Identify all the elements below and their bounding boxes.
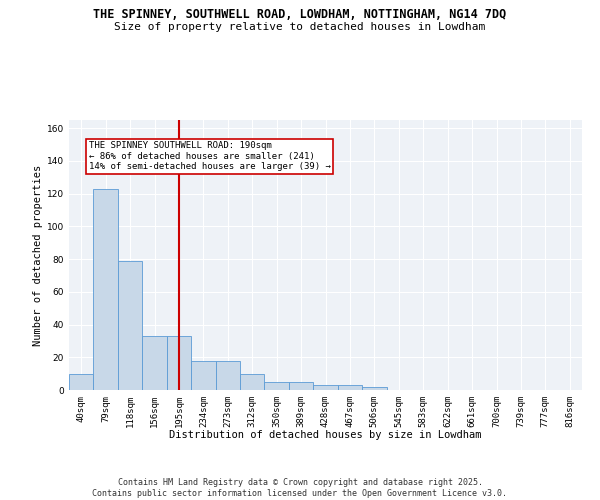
Bar [191, 360, 215, 390]
Bar [362, 386, 386, 390]
Y-axis label: Number of detached properties: Number of detached properties [33, 164, 43, 346]
Bar [142, 336, 167, 390]
Bar [215, 360, 240, 390]
Bar [338, 385, 362, 390]
Bar [313, 385, 338, 390]
X-axis label: Distribution of detached houses by size in Lowdham: Distribution of detached houses by size … [169, 430, 482, 440]
Bar [118, 260, 142, 390]
Bar [167, 336, 191, 390]
Bar [265, 382, 289, 390]
Text: THE SPINNEY SOUTHWELL ROAD: 190sqm
← 86% of detached houses are smaller (241)
14: THE SPINNEY SOUTHWELL ROAD: 190sqm ← 86%… [89, 142, 331, 171]
Text: Contains HM Land Registry data © Crown copyright and database right 2025.
Contai: Contains HM Land Registry data © Crown c… [92, 478, 508, 498]
Bar [240, 374, 265, 390]
Bar [69, 374, 94, 390]
Bar [94, 188, 118, 390]
Bar [289, 382, 313, 390]
Text: Size of property relative to detached houses in Lowdham: Size of property relative to detached ho… [115, 22, 485, 32]
Text: THE SPINNEY, SOUTHWELL ROAD, LOWDHAM, NOTTINGHAM, NG14 7DQ: THE SPINNEY, SOUTHWELL ROAD, LOWDHAM, NO… [94, 8, 506, 20]
